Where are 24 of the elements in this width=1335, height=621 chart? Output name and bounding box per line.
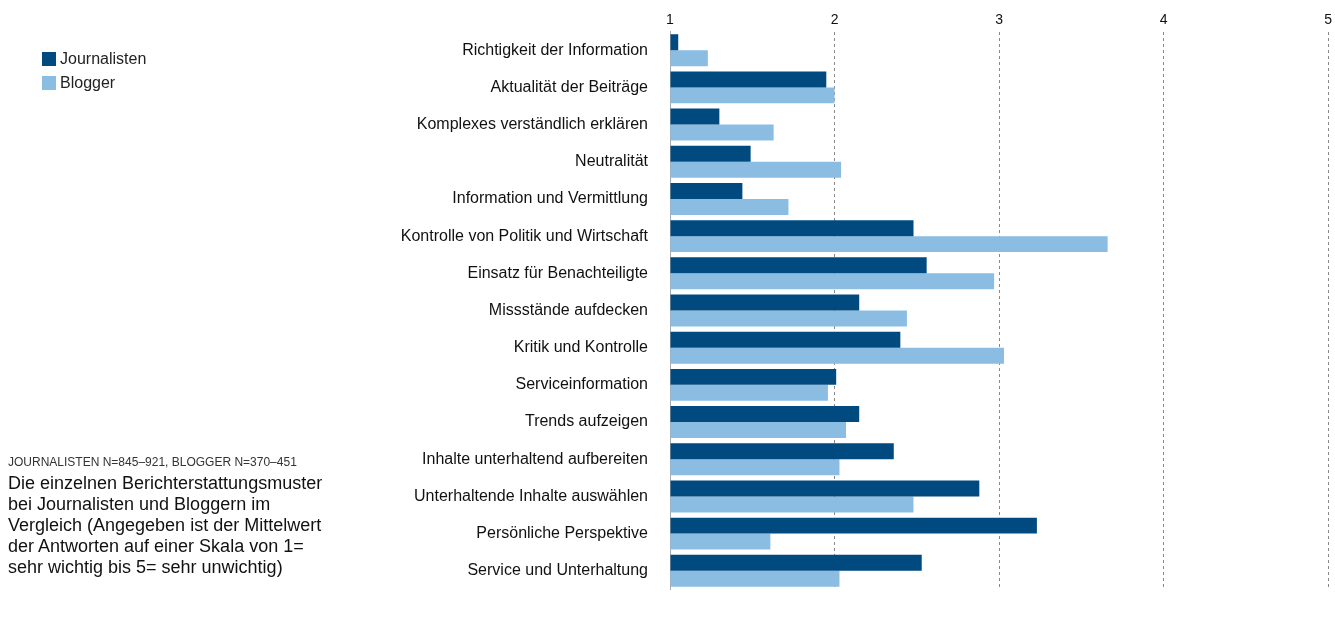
y-tick-label: Persönliche Perspektive: [476, 524, 649, 542]
y-tick-label: Neutralität: [575, 152, 649, 170]
x-tick-label: 5: [1324, 11, 1333, 28]
text: JOURNALISTEN N=845–921, BLOGGER N=370–451: [8, 455, 298, 469]
x-tick-label: 2: [830, 11, 839, 28]
x-tick-label: 3: [995, 11, 1004, 28]
y-tick-label: Service und Unterhaltung: [467, 561, 648, 579]
y-tick-label: Komplexes verständlich erklären: [416, 114, 648, 132]
y-tick-label: Aktualität der Beiträge: [490, 77, 649, 95]
y-tick-label: Richtigkeit der Information: [462, 40, 648, 58]
y-tick-label: Serviceinformation: [515, 375, 648, 393]
x-tick-label: 1: [666, 11, 675, 28]
y-tick-label: Trends aufzeigen: [524, 412, 648, 430]
y-tick-label: Einsatz für Benachteiligte: [467, 263, 649, 281]
y-tick-label: Missstände aufdecken: [488, 300, 648, 318]
legend-label: Blogger: [60, 74, 116, 92]
y-tick-label: Information und Vermittlung: [452, 189, 648, 207]
x-tick-label: 4: [1159, 11, 1168, 28]
text: Die einzelnen Berichterstattungsmuster bei Journalisten und Bloggern im Vergleich (Angegeben ist der Mittelwert der Antworten auf einer Skala von 1= sehr wichtig bis 5= sehr unwichtig): [8, 473, 324, 578]
legend-label: Journalisten: [60, 50, 147, 68]
y-tick-label: Unterhaltende Inhalte auswählen: [414, 486, 648, 504]
y-tick-label: Kontrolle von Politik und Wirtschaft: [400, 226, 649, 244]
y-tick-label: Kritik und Kontrolle: [513, 338, 649, 356]
y-tick-label: Inhalte unterhaltend aufbereiten: [422, 449, 648, 467]
